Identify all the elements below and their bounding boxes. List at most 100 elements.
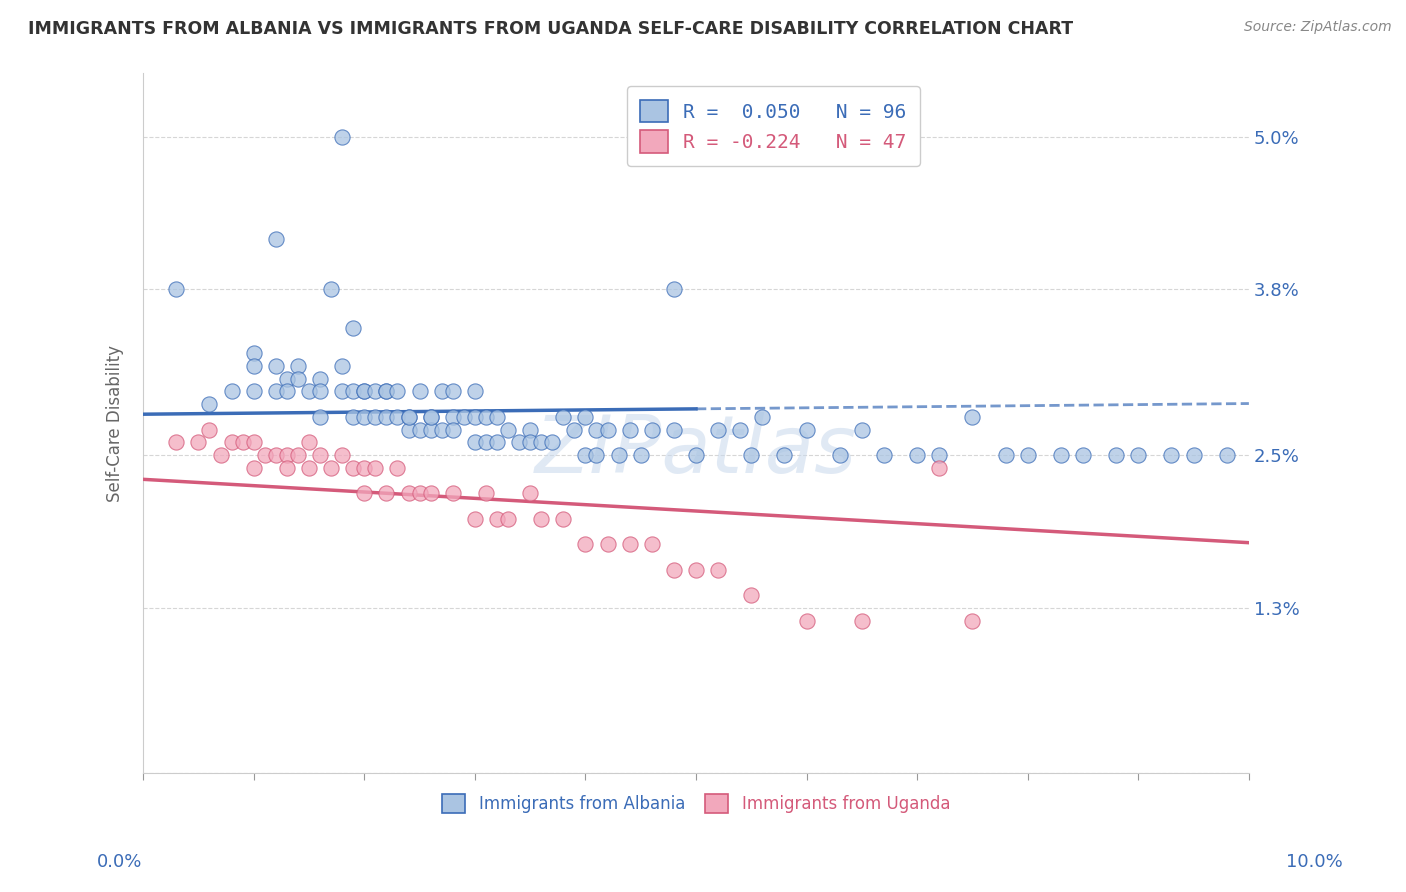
- Point: [375, 384, 398, 399]
- Point: [1216, 448, 1239, 462]
- Point: [530, 512, 553, 526]
- Point: [408, 423, 430, 437]
- Point: [828, 448, 851, 462]
- Point: [1017, 448, 1039, 462]
- Point: [364, 409, 387, 424]
- Point: [387, 460, 409, 475]
- Point: [596, 537, 619, 551]
- Point: [441, 384, 464, 399]
- Point: [541, 435, 564, 450]
- Point: [519, 423, 541, 437]
- Point: [242, 384, 264, 399]
- Point: [353, 384, 375, 399]
- Point: [430, 384, 453, 399]
- Point: [353, 486, 375, 500]
- Point: [905, 448, 928, 462]
- Point: [242, 460, 264, 475]
- Text: IMMIGRANTS FROM ALBANIA VS IMMIGRANTS FROM UGANDA SELF-CARE DISABILITY CORRELATI: IMMIGRANTS FROM ALBANIA VS IMMIGRANTS FR…: [28, 20, 1073, 37]
- Point: [276, 371, 298, 385]
- Text: Source: ZipAtlas.com: Source: ZipAtlas.com: [1244, 20, 1392, 34]
- Point: [508, 435, 530, 450]
- Point: [198, 423, 221, 437]
- Point: [962, 614, 984, 628]
- Point: [264, 384, 287, 399]
- Point: [619, 423, 641, 437]
- Point: [662, 283, 685, 297]
- Point: [287, 371, 309, 385]
- Point: [928, 448, 950, 462]
- Point: [353, 460, 375, 475]
- Text: ZIPatlas: ZIPatlas: [534, 412, 858, 491]
- Point: [607, 448, 630, 462]
- Point: [1128, 448, 1150, 462]
- Point: [309, 409, 332, 424]
- Point: [496, 423, 519, 437]
- Point: [796, 423, 818, 437]
- Point: [321, 283, 343, 297]
- Point: [574, 448, 596, 462]
- Point: [287, 448, 309, 462]
- Point: [441, 423, 464, 437]
- Point: [298, 460, 321, 475]
- Point: [596, 423, 619, 437]
- Point: [564, 423, 586, 437]
- Point: [685, 448, 707, 462]
- Point: [253, 448, 276, 462]
- Point: [630, 448, 652, 462]
- Point: [375, 486, 398, 500]
- Point: [264, 448, 287, 462]
- Point: [464, 384, 486, 399]
- Point: [796, 614, 818, 628]
- Point: [298, 384, 321, 399]
- Point: [641, 423, 664, 437]
- Point: [1071, 448, 1094, 462]
- Point: [330, 448, 353, 462]
- Point: [242, 346, 264, 360]
- Point: [419, 423, 441, 437]
- Point: [430, 423, 453, 437]
- Legend: Immigrants from Albania, Immigrants from Uganda: Immigrants from Albania, Immigrants from…: [430, 782, 962, 824]
- Point: [165, 283, 187, 297]
- Point: [574, 409, 596, 424]
- Point: [519, 486, 541, 500]
- Point: [298, 435, 321, 450]
- Text: 0.0%: 0.0%: [97, 853, 142, 871]
- Point: [264, 359, 287, 373]
- Point: [276, 448, 298, 462]
- Point: [321, 460, 343, 475]
- Point: [419, 409, 441, 424]
- Point: [994, 448, 1017, 462]
- Point: [276, 460, 298, 475]
- Point: [441, 486, 464, 500]
- Point: [685, 563, 707, 577]
- Point: [387, 384, 409, 399]
- Point: [387, 409, 409, 424]
- Point: [309, 448, 332, 462]
- Point: [198, 397, 221, 411]
- Point: [398, 486, 420, 500]
- Point: [1105, 448, 1128, 462]
- Point: [475, 435, 498, 450]
- Point: [707, 563, 730, 577]
- Point: [419, 486, 441, 500]
- Point: [1182, 448, 1205, 462]
- Point: [475, 409, 498, 424]
- Point: [276, 384, 298, 399]
- Point: [330, 129, 353, 144]
- Point: [330, 359, 353, 373]
- Point: [398, 409, 420, 424]
- Point: [453, 409, 475, 424]
- Point: [496, 512, 519, 526]
- Point: [1050, 448, 1073, 462]
- Point: [375, 409, 398, 424]
- Point: [553, 409, 575, 424]
- Point: [740, 588, 762, 602]
- Point: [221, 435, 243, 450]
- Point: [641, 537, 664, 551]
- Point: [375, 384, 398, 399]
- Point: [553, 512, 575, 526]
- Point: [242, 359, 264, 373]
- Point: [264, 231, 287, 245]
- Point: [398, 409, 420, 424]
- Point: [287, 359, 309, 373]
